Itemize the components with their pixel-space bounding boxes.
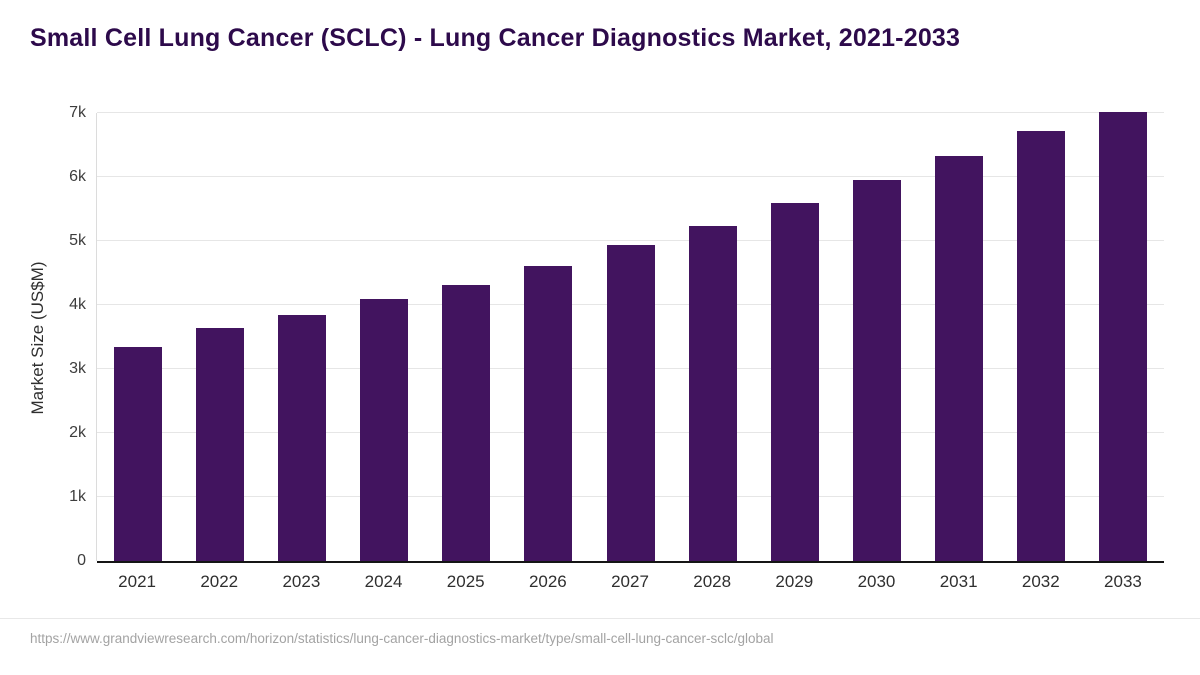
y-tick-label: 3k [69,360,86,377]
gridline [97,240,1164,241]
bar-2028 [688,226,737,561]
bar-series [97,111,1164,561]
x-tick-label-2026: 2026 [528,572,567,591]
bar-slot [425,113,507,561]
x-tick-label-2033: 2033 [1104,572,1142,591]
source-url: https://www.grandviewresearch.com/horizo… [30,631,774,646]
x-tick-label-2024: 2024 [364,572,403,591]
bar-slot [918,113,1000,561]
x-axis-line [97,561,1164,563]
x-tick-label-2021: 2021 [118,572,156,591]
x-tick-label-2025: 2025 [446,572,485,591]
x-tick-label-2031: 2031 [939,572,978,591]
bar-2026 [524,265,573,561]
footer: https://www.grandviewresearch.com/horizo… [0,618,1200,646]
x-tick-label-2023: 2023 [282,572,321,591]
bar-2032 [1016,130,1065,561]
bar-slot [836,113,918,561]
y-tick-label: 2k [69,424,86,441]
bar-slot [672,113,754,561]
y-tick-label: 7k [69,104,86,121]
bar-2027 [606,244,655,561]
bar-2024 [360,299,409,561]
bar-slot [589,113,671,561]
plot-area [96,111,1164,563]
x-tick-label-2027: 2027 [611,572,649,591]
bar-slot [179,113,261,561]
bar-2021 [114,346,163,561]
x-tick-label-2030: 2030 [857,572,896,591]
y-tick-label: 6k [69,168,86,185]
y-tick-label: 1k [69,488,86,505]
bar-2023 [278,315,327,561]
page-title: Small Cell Lung Cancer (SCLC) - Lung Can… [30,24,961,52]
bar-slot [97,113,179,561]
bar-2029 [770,203,819,561]
x-tick-label-2032: 2032 [1021,572,1060,591]
bar-slot [754,113,836,561]
x-axis-tick-labels: 2021 2022 2023 2024 2025 2026 2027 2028 2029 2030… [96,572,1164,592]
x-tick-label-2028: 2028 [693,572,732,591]
x-tick-label-2022: 2022 [200,572,239,591]
x-tick-label-2029: 2029 [775,572,814,591]
bar-2031 [934,155,983,561]
gridline [97,112,1164,113]
y-axis-tick-labels: 0 1k 2k 3k 4k 5k 6k 7k [0,104,86,569]
bar-2030 [852,180,901,561]
y-tick-label: 0 [77,552,86,569]
bar-2025 [442,285,491,561]
bar-slot [261,113,343,561]
bar-2033 [1098,111,1147,561]
bar-slot [507,113,589,561]
gridline [97,176,1164,177]
bar-2022 [196,328,245,561]
bar-slot [1082,111,1164,561]
bar-slot [1000,113,1082,561]
y-tick-label: 4k [69,296,86,313]
y-tick-label: 5k [69,232,86,249]
bar-slot [343,113,425,561]
